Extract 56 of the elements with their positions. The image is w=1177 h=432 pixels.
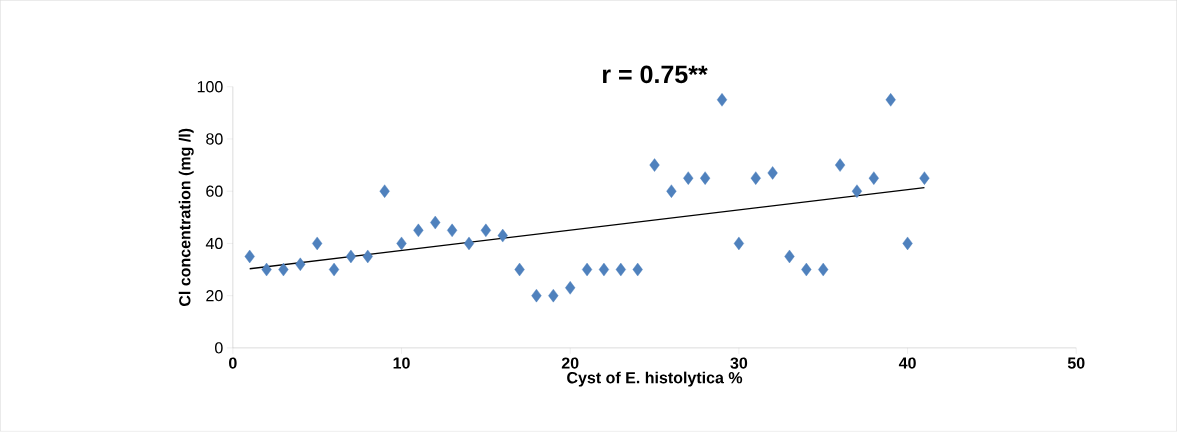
point (700, 171, 711, 186)
point (548, 289, 559, 303)
y-tick-label: 40 (205, 237, 223, 250)
point (851, 184, 863, 199)
point (396, 236, 407, 251)
y-tick-label: 100 (197, 81, 223, 93)
point (767, 166, 778, 180)
point (379, 184, 390, 199)
point (666, 184, 677, 199)
x-tick-label: 10 (393, 357, 410, 369)
point (598, 263, 610, 277)
x-tick-label: 20 (561, 357, 579, 369)
chart-title: r = 0.75** (602, 65, 708, 84)
point (447, 223, 458, 238)
point (328, 263, 340, 277)
y-tick-label: 0 (215, 342, 223, 354)
point (362, 249, 373, 264)
point (902, 236, 913, 251)
point (919, 171, 930, 186)
point (430, 216, 441, 230)
point (514, 263, 525, 277)
point (565, 281, 576, 295)
y-axis-title: Cl concentration (mg /l) (178, 128, 194, 307)
point (733, 236, 744, 251)
point (868, 171, 879, 186)
point (531, 289, 542, 303)
y-tick-label: 20 (206, 290, 223, 302)
point (413, 223, 424, 238)
x-tick-label: 30 (730, 357, 748, 369)
y-tick-label: 60 (206, 185, 223, 198)
point (497, 229, 508, 243)
point (480, 223, 491, 238)
x-axis-title: Cyst of E. histolytica % (567, 371, 743, 387)
point (261, 263, 272, 277)
point (581, 263, 593, 277)
point (649, 158, 660, 172)
point (244, 249, 255, 264)
point (801, 263, 812, 277)
point (615, 263, 626, 277)
point (885, 93, 896, 107)
point (716, 93, 728, 107)
point (345, 249, 356, 264)
point (463, 236, 475, 251)
x-tick-label: 0 (229, 357, 237, 369)
point (835, 158, 846, 172)
point (278, 263, 289, 277)
x-tick-label: 40 (898, 357, 916, 369)
y-tick-label: 80 (206, 133, 223, 145)
x-tick-label: 50 (1067, 357, 1085, 369)
point (312, 236, 323, 251)
point (683, 171, 694, 186)
point (632, 263, 643, 277)
point (784, 249, 795, 264)
point (818, 263, 829, 277)
point (295, 257, 306, 272)
point (750, 171, 761, 186)
